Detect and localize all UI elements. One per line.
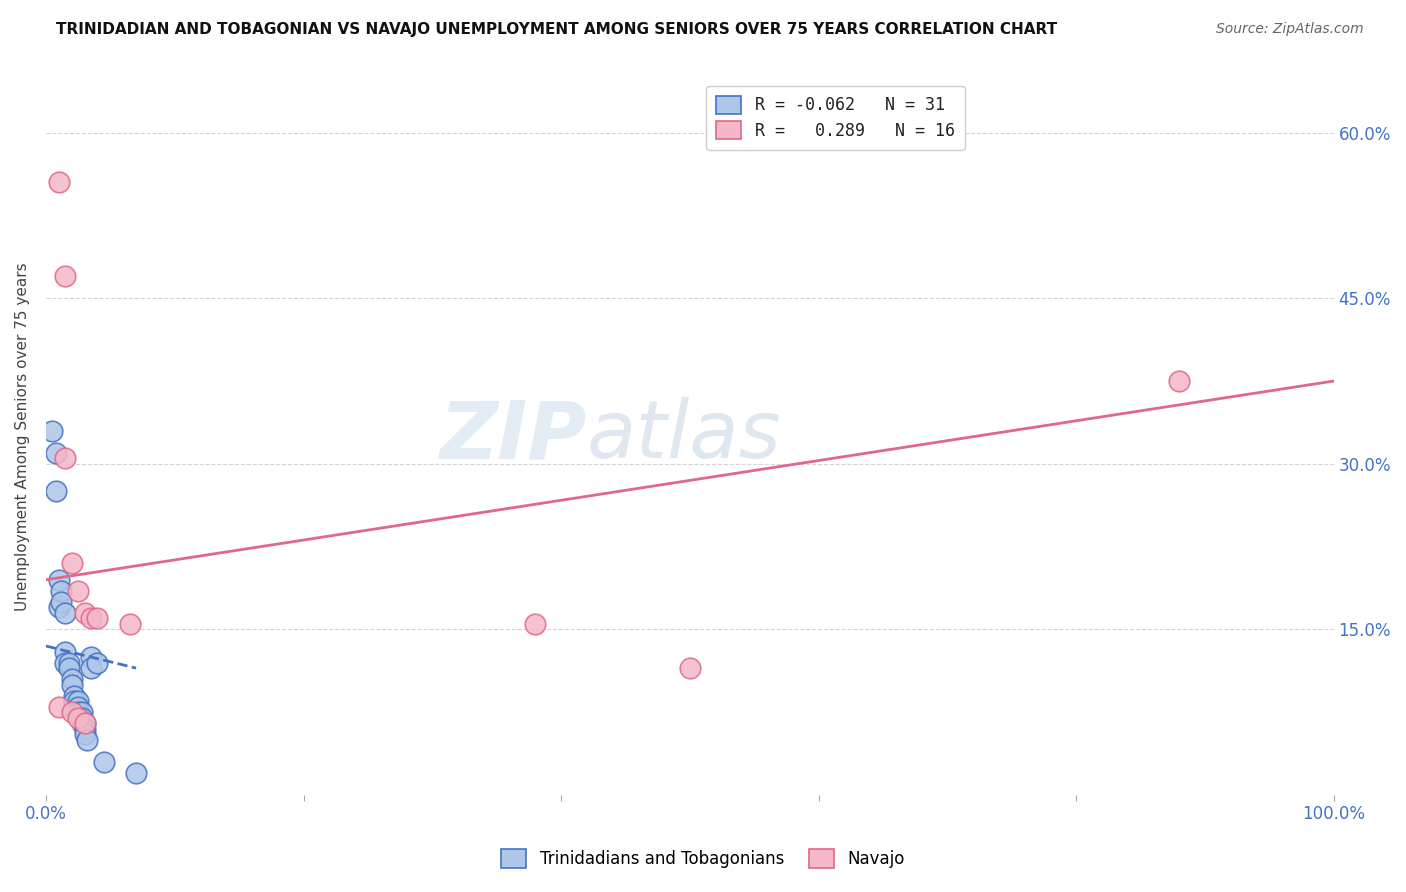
Point xyxy=(58,656,80,670)
Point xyxy=(53,644,76,658)
Point xyxy=(80,611,103,625)
Point xyxy=(51,595,73,609)
Point xyxy=(45,484,67,499)
Point xyxy=(45,446,67,460)
Point xyxy=(67,699,90,714)
Text: ZIP: ZIP xyxy=(440,397,586,475)
Point xyxy=(86,611,108,625)
Point xyxy=(63,694,86,708)
Point xyxy=(67,705,90,719)
Point xyxy=(86,656,108,670)
Text: atlas: atlas xyxy=(586,397,782,475)
Point xyxy=(70,705,93,719)
Point xyxy=(67,694,90,708)
Legend: R = -0.062   N = 31, R =   0.289   N = 16: R = -0.062 N = 31, R = 0.289 N = 16 xyxy=(706,86,965,150)
Legend: Trinidadians and Tobagonians, Navajo: Trinidadians and Tobagonians, Navajo xyxy=(495,843,911,875)
Point xyxy=(48,175,70,189)
Point xyxy=(76,732,98,747)
Point xyxy=(53,269,76,284)
Point xyxy=(67,583,90,598)
Point xyxy=(58,661,80,675)
Point xyxy=(70,711,93,725)
Point xyxy=(53,451,76,466)
Point xyxy=(67,711,90,725)
Point xyxy=(53,606,76,620)
Point xyxy=(73,606,96,620)
Point xyxy=(73,722,96,736)
Text: TRINIDADIAN AND TOBAGONIAN VS NAVAJO UNEMPLOYMENT AMONG SENIORS OVER 75 YEARS CO: TRINIDADIAN AND TOBAGONIAN VS NAVAJO UNE… xyxy=(56,22,1057,37)
Point xyxy=(679,661,702,675)
Point xyxy=(1168,374,1191,388)
Point xyxy=(118,616,141,631)
Text: Source: ZipAtlas.com: Source: ZipAtlas.com xyxy=(1216,22,1364,37)
Point xyxy=(60,678,83,692)
Point xyxy=(60,556,83,570)
Point xyxy=(73,716,96,731)
Point xyxy=(524,616,547,631)
Point xyxy=(93,755,115,769)
Point xyxy=(80,661,103,675)
Point xyxy=(73,727,96,741)
Point xyxy=(51,583,73,598)
Point xyxy=(70,716,93,731)
Point xyxy=(48,699,70,714)
Point xyxy=(63,689,86,703)
Y-axis label: Unemployment Among Seniors over 75 years: Unemployment Among Seniors over 75 years xyxy=(15,262,30,610)
Point xyxy=(60,672,83,686)
Point xyxy=(73,716,96,731)
Point xyxy=(125,766,148,780)
Point xyxy=(80,650,103,665)
Point xyxy=(53,656,76,670)
Point xyxy=(60,705,83,719)
Point xyxy=(48,573,70,587)
Point xyxy=(41,424,63,438)
Point xyxy=(48,600,70,615)
